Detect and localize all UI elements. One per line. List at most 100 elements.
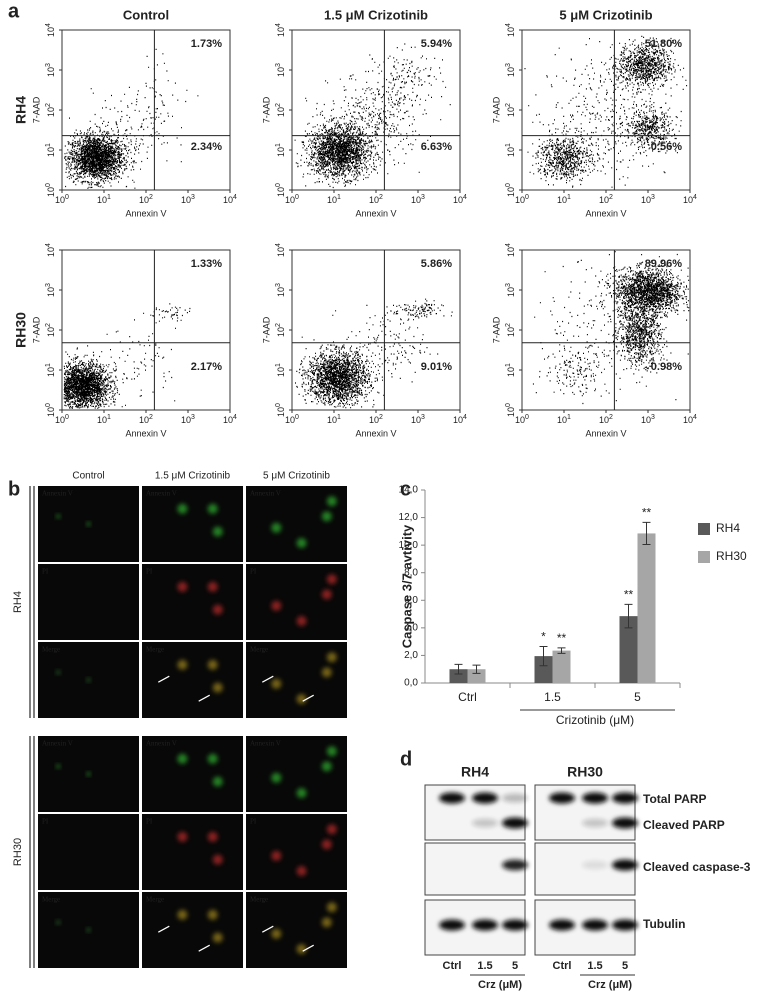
x-tick-label: 103 — [181, 194, 195, 206]
x-tick-label: 102 — [369, 194, 383, 206]
cell — [321, 917, 332, 928]
tick-exp: 4 — [505, 23, 512, 27]
micrograph — [142, 486, 243, 562]
tick-exp: 3 — [651, 194, 655, 201]
band — [472, 792, 498, 804]
x-tick-label: 102 — [369, 414, 383, 426]
tick-exp: 2 — [609, 414, 613, 421]
treatment-label: Crz (μM) — [588, 979, 632, 991]
column-title: 5 μM Crizotinib — [263, 471, 330, 482]
band — [549, 919, 575, 931]
tick-base: 10 — [181, 195, 191, 205]
x-tick-label: 104 — [453, 194, 467, 206]
band — [549, 792, 575, 804]
cell — [86, 522, 91, 526]
tick-exp: 0 — [525, 194, 529, 201]
y-tick-label: 6,0 — [404, 595, 418, 606]
cell — [296, 788, 307, 798]
tick-base: 10 — [97, 415, 107, 425]
tick-base: 10 — [506, 107, 516, 117]
y-tick-label: 0,0 — [404, 678, 418, 689]
tick-base: 10 — [223, 415, 233, 425]
tick-exp: 0 — [45, 403, 52, 407]
x-tick-label: 104 — [683, 194, 697, 206]
tick-base: 10 — [641, 415, 651, 425]
cell — [321, 667, 332, 678]
x-tick-label: 103 — [641, 414, 655, 426]
x-tick-label: 104 — [223, 194, 237, 206]
quadrant-percent: 6.63% — [421, 141, 452, 153]
panel-label: a — [8, 0, 20, 22]
y-tick-label: 100 — [275, 183, 287, 197]
plot-frame — [291, 29, 461, 191]
bar — [449, 669, 468, 683]
significance: ** — [557, 631, 567, 645]
y-tick-label: 12,0 — [399, 512, 419, 523]
band — [582, 818, 608, 828]
cell — [326, 574, 337, 585]
tick-base: 10 — [276, 27, 286, 37]
x-axis-label: Annexin V — [355, 208, 396, 218]
tick-base: 10 — [46, 327, 56, 337]
row-title: RH30 — [12, 838, 24, 866]
tick-exp: 2 — [275, 103, 282, 107]
arrow — [262, 925, 274, 933]
tick-base: 10 — [276, 407, 286, 417]
cell — [321, 589, 332, 600]
row-title: RH30 — [13, 312, 29, 348]
quadrant-percent: 0.98% — [651, 361, 682, 373]
cell — [212, 682, 223, 693]
channel-label: Annexin V — [250, 490, 281, 498]
y-tick-label: 104 — [505, 23, 517, 37]
row-title: RH4 — [12, 591, 24, 613]
tick-base: 10 — [506, 327, 516, 337]
tick-exp: 0 — [275, 403, 282, 407]
y-tick-label: 104 — [45, 23, 57, 37]
micrograph — [142, 814, 243, 890]
tick-base: 10 — [46, 147, 56, 157]
x-tick-label: 101 — [327, 414, 341, 426]
tick-exp: 3 — [275, 63, 282, 67]
tick-base: 10 — [276, 147, 286, 157]
cell — [326, 496, 337, 507]
tick-exp: 2 — [505, 103, 512, 107]
x-tick-label: 103 — [181, 414, 195, 426]
bar — [467, 669, 486, 683]
micrograph — [142, 642, 243, 718]
tick-exp: 2 — [149, 414, 153, 421]
lane-label: Ctrl — [443, 960, 462, 972]
tick-base: 10 — [506, 247, 516, 257]
cell — [326, 902, 337, 913]
panel-label: b — [8, 478, 20, 500]
cell — [56, 920, 61, 925]
y-axis-label: 7-AAD — [261, 316, 271, 343]
protein-label: Tubulin — [643, 917, 685, 931]
group-title: RH30 — [567, 764, 603, 780]
cell — [271, 678, 282, 689]
tick-exp: 0 — [275, 183, 282, 187]
tick-base: 10 — [506, 187, 516, 197]
tick-base: 10 — [55, 415, 65, 425]
tick-base: 10 — [285, 415, 295, 425]
cell — [56, 670, 61, 675]
tick-exp: 1 — [337, 194, 341, 201]
tick-exp: 2 — [379, 194, 383, 201]
plot-frame — [521, 249, 691, 411]
group-title: RH4 — [461, 764, 489, 780]
y-tick-label: 101 — [505, 363, 517, 377]
cell — [212, 932, 223, 943]
arrow — [158, 925, 170, 933]
tick-exp: 3 — [191, 194, 195, 201]
tick-exp: 1 — [337, 414, 341, 421]
tick-base: 10 — [46, 407, 56, 417]
tick-base: 10 — [515, 415, 525, 425]
tick-base: 10 — [327, 415, 337, 425]
tick-exp: 3 — [421, 194, 425, 201]
tick-exp: 4 — [275, 23, 282, 27]
events — [295, 298, 453, 409]
tick-exp: 1 — [275, 363, 282, 367]
lane-label: 1.5 — [477, 960, 492, 972]
tick-base: 10 — [599, 415, 609, 425]
y-tick-label: 14,0 — [399, 485, 419, 496]
channel-label: Annexin V — [146, 740, 177, 748]
